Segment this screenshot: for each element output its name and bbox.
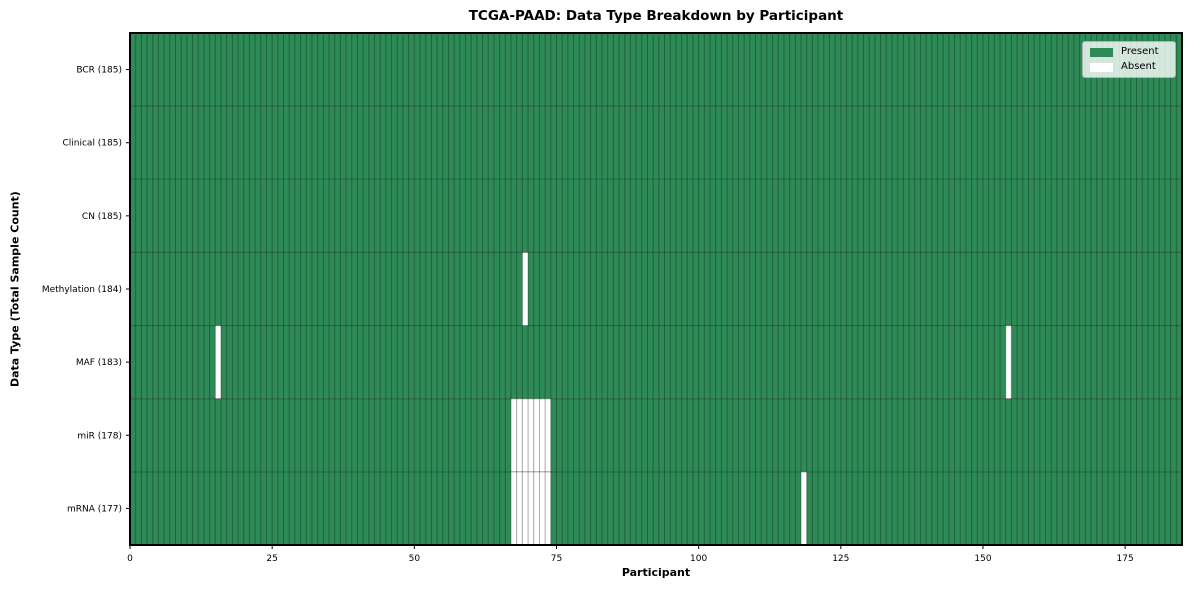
- heatmap-cell-absent-miR-68: [516, 398, 523, 472]
- heatmap-row-BCR-present-block: [130, 33, 1182, 107]
- heatmap-row-CN-present-block: [130, 179, 1182, 253]
- y-tick-label-Clinical: Clinical (185): [62, 139, 122, 149]
- legend-label-present: Present: [1121, 46, 1159, 57]
- heatmap-cell-absent-mRNA-68: [516, 471, 523, 545]
- y-tick-label-Methylation: Methylation (184): [42, 285, 122, 295]
- legend-swatch-present-icon: [1090, 47, 1113, 57]
- y-tick-label-miR: miR (178): [77, 431, 122, 441]
- heatmap-cell-absent-Methylation-69: [522, 252, 529, 326]
- heatmap-cell-absent-miR-70: [528, 398, 534, 472]
- heatmap-cell-absent-mRNA-67: [510, 471, 517, 545]
- x-tick-label: 125: [832, 554, 849, 564]
- heatmap-cell-absent-miR-71: [533, 398, 540, 472]
- x-tick-label: 50: [409, 554, 421, 564]
- y-tick-label-CN: CN (185): [82, 212, 122, 222]
- heatmap-cell-absent-miR-73: [545, 398, 551, 472]
- legend-swatch-absent-icon: [1090, 62, 1113, 72]
- heatmap-row-miR-present-block: [130, 398, 1182, 472]
- legend-item-absent: Absent: [1090, 62, 1167, 72]
- heatmap-cell-absent-MAF-15: [215, 325, 221, 399]
- legend-item-present: Present: [1090, 47, 1167, 57]
- x-axis-label: Participant: [621, 566, 691, 579]
- heatmap-cell-absent-mRNA-72: [539, 471, 546, 545]
- heatmap-cell-absent-mRNA-70: [528, 471, 534, 545]
- heatmap-cell-absent-miR-72: [539, 398, 546, 472]
- heatmap-cell-absent-miR-69: [522, 398, 529, 472]
- x-tick-label: 75: [551, 554, 562, 564]
- legend: Present Absent: [1082, 41, 1176, 78]
- x-tick-label: 25: [266, 554, 277, 564]
- y-tick-label-MAF: MAF (183): [76, 358, 122, 368]
- legend-label-absent: Absent: [1121, 61, 1156, 72]
- heatmap-row-mRNA-present-block: [130, 471, 1182, 545]
- heatmap-cell-absent-mRNA-73: [545, 471, 551, 545]
- heatmap-cell-absent-mRNA-71: [533, 471, 540, 545]
- heatmap-cell-absent-miR-67: [510, 398, 517, 472]
- heatmap-cell-absent-mRNA-118: [801, 471, 807, 545]
- chart-title: TCGA-PAAD: Data Type Breakdown by Partic…: [468, 8, 844, 24]
- heatmap-cell-absent-MAF-154: [1005, 325, 1012, 399]
- x-tick-label: 0: [127, 554, 133, 564]
- heatmap-cell-absent-mRNA-69: [522, 471, 529, 545]
- y-tick-label-BCR: BCR (185): [76, 66, 122, 76]
- heatmap-row-MAF-present-block: [130, 325, 1182, 399]
- heatmap-row-Clinical-present-block: [130, 106, 1182, 180]
- x-tick-label: 175: [1117, 554, 1134, 564]
- x-tick-label: 100: [690, 554, 707, 564]
- y-axis-label: Data Type (Total Sample Count): [8, 191, 22, 387]
- x-tick-label: 150: [974, 554, 991, 564]
- y-tick-label-mRNA: mRNA (177): [67, 504, 122, 514]
- heatmap-row-Methylation-present-block: [130, 252, 1182, 326]
